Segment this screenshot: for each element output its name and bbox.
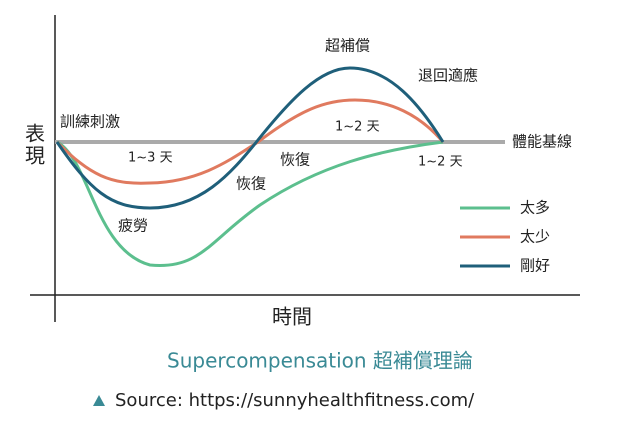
annotation: 超補償	[325, 37, 370, 55]
annotation: 疲勞	[118, 217, 148, 235]
y-axis-label: 表現	[22, 123, 46, 167]
annotation: 1~3 天	[128, 151, 173, 166]
annotation: 訓練刺激	[60, 113, 120, 131]
legend-label: 太多	[520, 199, 550, 217]
baseline-label: 體能基線	[512, 133, 572, 151]
caption: Supercompensation 超補償理論	[167, 349, 473, 373]
x-axis-label: 時間	[272, 305, 312, 329]
annotation: 恢復	[236, 175, 266, 193]
curve	[55, 66, 445, 210]
curves	[55, 66, 445, 268]
legend-label: 剛好	[520, 257, 550, 275]
annotation: 1~2 天	[335, 120, 380, 135]
curve	[56, 140, 444, 268]
bullet-icon	[93, 395, 105, 406]
annotation: 退回適應	[418, 67, 478, 85]
annotation: 恢復	[280, 151, 310, 169]
annotation: 1~2 天	[418, 155, 463, 170]
source: Source: https://sunnyhealthfitness.com/	[115, 390, 475, 411]
legend-label: 太少	[520, 228, 550, 246]
